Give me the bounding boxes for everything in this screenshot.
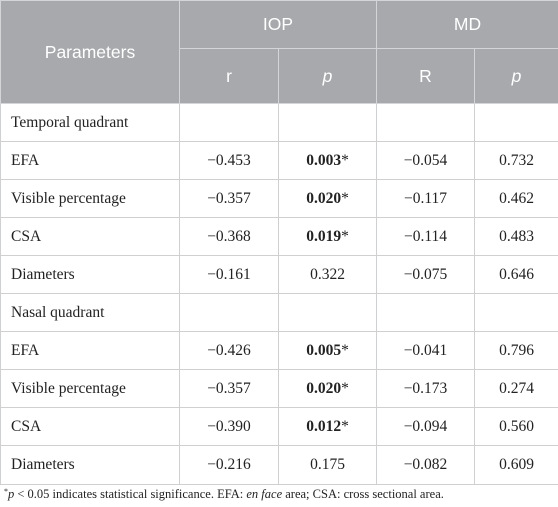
iop-r-value: −0.357 xyxy=(179,369,279,408)
footnote-mark: * xyxy=(4,487,8,496)
iop-p-value: 0.020* xyxy=(278,179,377,218)
md-p-value: 0.646 xyxy=(474,255,558,294)
param-label: CSA xyxy=(0,407,180,446)
iop-p-value: 0.012* xyxy=(278,407,377,446)
md-r-value: −0.082 xyxy=(376,445,475,485)
param-label: CSA xyxy=(0,217,180,256)
iop-p-value: 0.322 xyxy=(278,255,377,294)
iop-r-value: −0.161 xyxy=(179,255,279,294)
param-label: Visible percentage xyxy=(0,179,180,218)
header-iop: IOP xyxy=(179,0,377,49)
iop-r-value: −0.368 xyxy=(179,217,279,256)
md-r-value: −0.054 xyxy=(376,141,475,180)
iop-p-value: 0.175 xyxy=(278,445,377,485)
table-row: Visible percentage −0.357 0.020* −0.173 … xyxy=(0,369,558,408)
md-p-value: 0.560 xyxy=(474,407,558,446)
param-label: EFA xyxy=(0,141,180,180)
header-md-p: p xyxy=(474,48,558,104)
header-iop-r: r xyxy=(179,48,279,104)
iop-r-value: −0.357 xyxy=(179,179,279,218)
iop-r-value: −0.390 xyxy=(179,407,279,446)
table-row: Visible percentage −0.357 0.020* −0.117 … xyxy=(0,179,558,218)
table-row: CSA −0.390 0.012* −0.094 0.560 xyxy=(0,407,558,446)
footnote-en-face: en face xyxy=(246,487,283,501)
md-r-value: −0.075 xyxy=(376,255,475,294)
md-p-value: 0.462 xyxy=(474,179,558,218)
md-p-value: 0.796 xyxy=(474,331,558,370)
table-row: Diameters −0.161 0.322 −0.075 0.646 xyxy=(0,255,558,294)
header-md: MD xyxy=(376,0,558,49)
iop-p-value: 0.005* xyxy=(278,331,377,370)
table-row: EFA −0.426 0.005* −0.041 0.796 xyxy=(0,331,558,370)
param-label: EFA xyxy=(0,331,180,370)
table-row: Diameters −0.216 0.175 −0.082 0.609 xyxy=(0,445,558,485)
footnote-p-symbol: p xyxy=(8,487,15,501)
iop-r-value: −0.426 xyxy=(179,331,279,370)
md-r-value: −0.114 xyxy=(376,217,475,256)
md-r-value: −0.173 xyxy=(376,369,475,408)
header-parameters: Parameters xyxy=(0,0,180,104)
header-row-secondary: r p R p xyxy=(1,48,558,104)
table-footnote: *p < 0.05 indicates statistical signific… xyxy=(4,487,444,502)
param-label: Diameters xyxy=(0,255,180,294)
footnote-text-b: area; CSA: cross sectional area. xyxy=(282,487,444,501)
section-row: Nasal quadrant xyxy=(0,293,558,332)
param-label: Visible percentage xyxy=(0,369,180,408)
md-r-value: −0.117 xyxy=(376,179,475,218)
section-row: Temporal quadrant xyxy=(0,103,558,142)
table-row: EFA −0.453 0.003* −0.054 0.732 xyxy=(0,141,558,180)
header-md-r: R xyxy=(376,48,475,104)
md-r-value: −0.094 xyxy=(376,407,475,446)
md-p-value: 0.609 xyxy=(474,445,558,485)
iop-p-value: 0.003* xyxy=(278,141,377,180)
header-row-primary: Parameters IOP MD xyxy=(0,0,558,104)
md-r-value: −0.041 xyxy=(376,331,475,370)
md-p-value: 0.274 xyxy=(474,369,558,408)
iop-r-value: −0.453 xyxy=(179,141,279,180)
iop-p-value: 0.019* xyxy=(278,217,377,256)
footnote-text-a: < 0.05 indicates statistical significanc… xyxy=(14,487,247,501)
md-p-value: 0.732 xyxy=(474,141,558,180)
md-p-value: 0.483 xyxy=(474,217,558,256)
header-iop-p: p xyxy=(278,48,377,104)
iop-r-value: −0.216 xyxy=(179,445,279,485)
section-title: Temporal quadrant xyxy=(0,103,180,142)
iop-p-value: 0.020* xyxy=(278,369,377,408)
param-label: Diameters xyxy=(0,445,180,485)
section-title: Nasal quadrant xyxy=(0,293,180,332)
table-row: CSA −0.368 0.019* −0.114 0.483 xyxy=(0,217,558,256)
correlation-table: Parameters IOP MD r p R p Temporal quadr… xyxy=(0,0,558,485)
